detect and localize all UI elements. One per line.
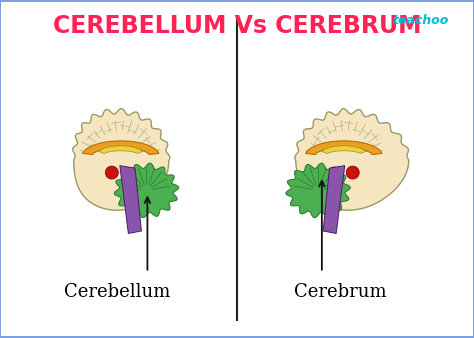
Polygon shape	[286, 163, 350, 218]
Polygon shape	[114, 163, 179, 218]
Polygon shape	[295, 109, 409, 210]
Polygon shape	[73, 109, 170, 210]
Text: Cerebellum: Cerebellum	[64, 283, 170, 300]
Circle shape	[346, 166, 359, 179]
Text: CEREBELLUM Vs CEREBRUM: CEREBELLUM Vs CEREBRUM	[53, 14, 421, 38]
Polygon shape	[323, 166, 345, 234]
Polygon shape	[322, 146, 366, 153]
Polygon shape	[306, 141, 382, 154]
Text: teachoo: teachoo	[393, 14, 449, 27]
Polygon shape	[82, 141, 159, 154]
Polygon shape	[99, 146, 143, 153]
Text: Cerebrum: Cerebrum	[294, 283, 387, 300]
Circle shape	[105, 166, 118, 179]
Polygon shape	[120, 166, 141, 234]
